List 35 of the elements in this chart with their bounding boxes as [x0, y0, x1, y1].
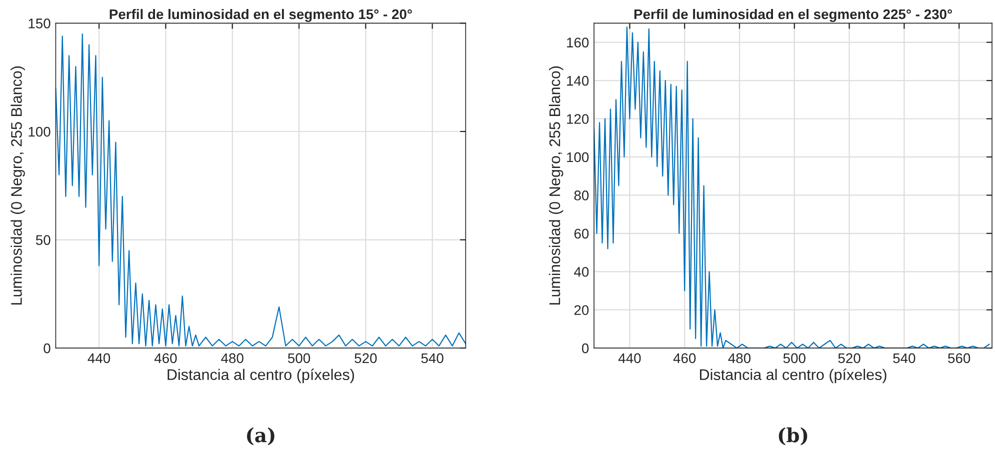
y-tick-label: 20 [574, 305, 589, 316]
x-tick-label: 460 [673, 353, 696, 364]
y-tick-label: 140 [567, 76, 589, 86]
y-axis-title: Luminosidad (0 Negro, 255 Blanco) [10, 66, 25, 305]
y-tick-label: 60 [574, 228, 589, 239]
x-axis-title: Distancia al centro (píxeles) [168, 368, 354, 384]
y-tick-label: 160 [567, 38, 589, 48]
text: (a) [247, 427, 274, 446]
x-tick-label: 440 [88, 353, 110, 364]
x-tick-label: 480 [221, 353, 244, 364]
chart-title: Perfil de luminosidad en el segmento 225° - 230° [634, 8, 952, 22]
chart-title: Perfil de luminosidad en el segmento 15° - 20° [110, 8, 412, 22]
y-tick-label: 120 [567, 114, 589, 124]
x-tick-label: 480 [728, 353, 751, 364]
x-tick-label: 560 [948, 353, 970, 364]
y-tick-label: 0 [582, 343, 589, 354]
x-tick-label: 520 [354, 353, 377, 364]
line-series [594, 26, 990, 348]
x-tick-label: 520 [838, 353, 860, 364]
y-tick-label: 0 [44, 343, 50, 354]
text: (b) [778, 427, 808, 446]
y-tick-label: 150 [28, 18, 50, 28]
x-tick-label: 460 [154, 353, 177, 364]
x-tick-label: 500 [288, 353, 310, 364]
y-tick-label: 100 [28, 126, 50, 137]
x-tick-label: 440 [618, 353, 641, 364]
y-axis-title: Luminosidad (0 Negro, 255 Blanco) [548, 66, 564, 305]
x-tick-label: 540 [421, 353, 444, 364]
y-tick-label: 80 [574, 190, 589, 200]
y-tick-label: 40 [574, 266, 589, 277]
x-tick-label: 500 [783, 353, 806, 364]
x-tick-label: 540 [893, 353, 916, 364]
x-axis-title: Distancia al centro (píxeles) [700, 368, 886, 384]
y-tick-label: 50 [36, 235, 50, 245]
y-tick-label: 100 [567, 152, 589, 162]
